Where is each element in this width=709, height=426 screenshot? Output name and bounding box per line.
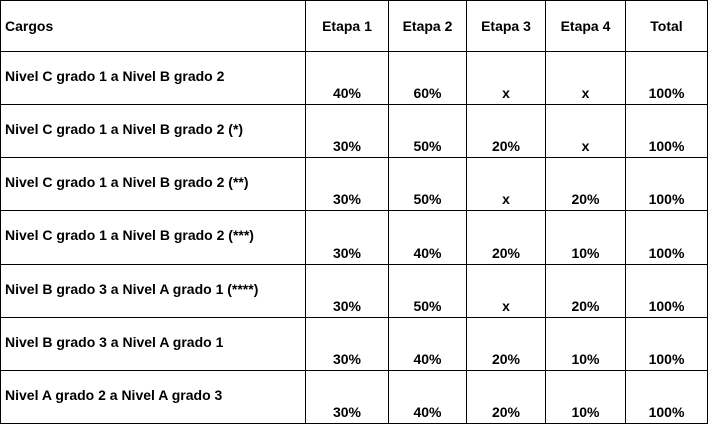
table-header: Cargos Etapa 1 Etapa 2 Etapa 3 Etapa 4 T… bbox=[0, 0, 708, 52]
cell-etapa-3: 20% bbox=[466, 210, 546, 265]
cell-total: 100% bbox=[625, 316, 708, 371]
cell-etapa-4: 10% bbox=[545, 210, 626, 265]
cell-etapa-4: x bbox=[545, 104, 626, 159]
header-cargos: Cargos bbox=[0, 0, 306, 52]
cell-etapa-4: 10% bbox=[545, 316, 626, 371]
cell-cargo: Nivel C grado 1 a Nivel B grado 2 bbox=[0, 50, 306, 106]
table-row: Nivel C grado 1 a Nivel B grado 2 (***) 3… bbox=[0, 210, 708, 265]
cell-etapa-3: 20% bbox=[466, 369, 546, 425]
cell-total: 100% bbox=[625, 210, 708, 265]
table-body: Nivel C grado 1 a Nivel B grado 2 40% 60% x… bbox=[0, 50, 708, 425]
cell-cargo: Nivel C grado 1 a Nivel B grado 2 (*) bbox=[0, 104, 306, 159]
cell-cargo: Nivel B grado 3 a Nivel A grado 1 bbox=[0, 316, 306, 371]
cell-total: 100% bbox=[625, 263, 708, 318]
table-row: Nivel B grado 3 a Nivel A grado 1 (****)… bbox=[0, 263, 708, 318]
cell-etapa-2: 50% bbox=[388, 263, 467, 318]
header-etapa-4: Etapa 4 bbox=[545, 0, 626, 52]
table-row: Nivel C grado 1 a Nivel B grado 2 (*) 30%… bbox=[0, 104, 708, 159]
cell-etapa-4: 20% bbox=[545, 157, 626, 212]
cell-etapa-1: 30% bbox=[305, 210, 389, 265]
table-row: Nivel C grado 1 a Nivel B grado 2 40% 60% x… bbox=[0, 50, 708, 106]
table-row: Nivel B grado 3 a Nivel A grado 1 30% 40% 2… bbox=[0, 316, 708, 371]
cell-etapa-1: 30% bbox=[305, 157, 389, 212]
cell-etapa-2: 40% bbox=[388, 210, 467, 265]
cell-total: 100% bbox=[625, 104, 708, 159]
cell-etapa-4: 10% bbox=[545, 369, 626, 425]
cell-cargo: Nivel C grado 1 a Nivel B grado 2 (***) bbox=[0, 210, 306, 265]
cell-etapa-4: 20% bbox=[545, 263, 626, 318]
cell-cargo: Nivel A grado 2 a Nivel A grado 3 bbox=[0, 369, 306, 425]
header-etapa-1: Etapa 1 bbox=[305, 0, 389, 52]
cell-etapa-4: x bbox=[545, 50, 626, 106]
cell-etapa-2: 50% bbox=[388, 104, 467, 159]
cell-etapa-2: 40% bbox=[388, 316, 467, 371]
cell-etapa-3: x bbox=[466, 50, 546, 106]
cell-etapa-3: x bbox=[466, 263, 546, 318]
cell-etapa-1: 30% bbox=[305, 316, 389, 371]
cell-total: 100% bbox=[625, 50, 708, 106]
header-total: Total bbox=[625, 0, 708, 52]
header-row: Cargos Etapa 1 Etapa 2 Etapa 3 Etapa 4 T… bbox=[0, 0, 708, 52]
cell-etapa-1: 30% bbox=[305, 263, 389, 318]
cell-total: 100% bbox=[625, 157, 708, 212]
header-etapa-2: Etapa 2 bbox=[388, 0, 467, 52]
cell-etapa-1: 30% bbox=[305, 369, 389, 425]
cell-total: 100% bbox=[625, 369, 708, 425]
cell-etapa-3: 20% bbox=[466, 316, 546, 371]
cell-etapa-2: 60% bbox=[388, 50, 467, 106]
cell-cargo: Nivel B grado 3 a Nivel A grado 1 (****) bbox=[0, 263, 306, 318]
cell-etapa-3: x bbox=[466, 157, 546, 212]
cell-etapa-2: 40% bbox=[388, 369, 467, 425]
table-row: Nivel A grado 2 a Nivel A grado 3 30% 40% 2… bbox=[0, 369, 708, 425]
cell-cargo: Nivel C grado 1 a Nivel B grado 2 (**) bbox=[0, 157, 306, 212]
cell-etapa-2: 50% bbox=[388, 157, 467, 212]
cell-etapa-3: 20% bbox=[466, 104, 546, 159]
table-row: Nivel C grado 1 a Nivel B grado 2 (**) 30… bbox=[0, 157, 708, 212]
header-etapa-3: Etapa 3 bbox=[466, 0, 546, 52]
cell-etapa-1: 40% bbox=[305, 50, 389, 106]
cell-etapa-1: 30% bbox=[305, 104, 389, 159]
